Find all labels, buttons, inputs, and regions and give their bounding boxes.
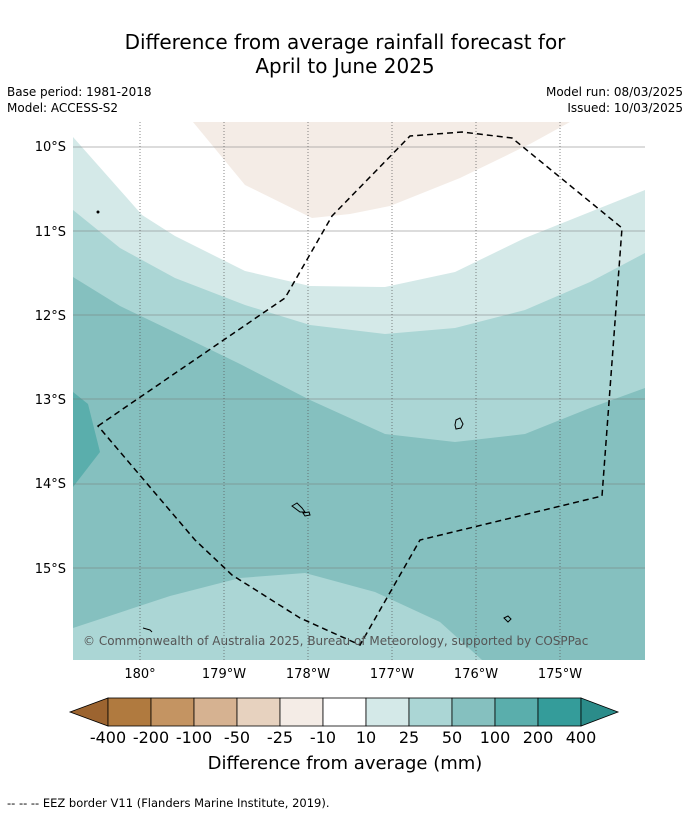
island-east [454, 417, 464, 430]
colorbar-segment [537, 697, 582, 727]
colorbar-segment [494, 697, 539, 727]
meta-left: Base period: 1981-2018 Model: ACCESS-S2 [7, 84, 152, 116]
colorbar-segment [322, 697, 367, 727]
colorbar-extend-low [68, 697, 109, 727]
island-southwest [142, 627, 153, 633]
lat-label: 12°S [35, 309, 66, 324]
colorbar-label: -100 [175, 728, 213, 747]
colorbar-label: 400 [565, 728, 597, 747]
issued-date: Issued: 10/03/2025 [567, 101, 683, 115]
zone-100-200 [73, 392, 100, 487]
colorbar-segment [150, 697, 195, 727]
colorbar-segment [365, 697, 410, 727]
colorbar-segment [236, 697, 281, 727]
colorbar-segment [107, 697, 152, 727]
colorbar-label: -50 [223, 728, 251, 747]
lon-label: 179°W [202, 667, 246, 682]
colorbar-segment [279, 697, 324, 727]
copyright: © Commonwealth of Australia 2025, Bureau… [83, 634, 588, 648]
lon-label: 176°W [454, 667, 498, 682]
base-period: Base period: 1981-2018 [7, 85, 152, 99]
lat-label: 13°S [35, 393, 66, 408]
islands [96, 210, 512, 633]
map-title: Difference from average rainfall forecas… [0, 30, 690, 78]
colorbar-label: -10 [309, 728, 337, 747]
lon-label: 178°W [286, 667, 330, 682]
island-north-dot [96, 210, 100, 214]
colorbar-extend-high [580, 697, 620, 727]
lat-label: 15°S [35, 562, 66, 577]
title-line-2: April to June 2025 [255, 54, 435, 78]
lat-label: 10°S [35, 140, 66, 155]
zone-25-50-south [73, 573, 482, 660]
colorbar-label: -200 [132, 728, 170, 747]
island-southeast [503, 615, 512, 623]
meta-right: Model run: 08/03/2025 Issued: 10/03/2025 [546, 84, 683, 116]
island-central [291, 502, 306, 513]
model-run: Model run: 08/03/2025 [545, 85, 683, 99]
lat-gridlines [73, 146, 645, 569]
colorbar-label: 10 [355, 728, 377, 747]
title-line-1: Difference from average rainfall forecas… [124, 30, 566, 54]
eez-border [96, 131, 623, 646]
colorbar-segment [408, 697, 453, 727]
lat-label: 14°S [35, 477, 66, 492]
colorbar-label: 25 [398, 728, 420, 747]
model-name: Model: ACCESS-S2 [7, 101, 119, 115]
colorbar-label: 100 [479, 728, 511, 747]
lat-label: 11°S [35, 225, 66, 240]
lon-label: 177°W [370, 667, 414, 682]
map-area [73, 122, 645, 660]
eez-legend: -- -- -- EEZ border V11 (Flanders Marine… [7, 796, 330, 810]
colorbar-label: 200 [522, 728, 554, 747]
colorbar-label: 50 [441, 728, 463, 747]
lon-label: 175°W [538, 667, 582, 682]
colorbar [68, 697, 620, 727]
colorbar-segment [193, 697, 238, 727]
colorbar-label: -25 [266, 728, 294, 747]
lat-labels: 10°S 11°S 12°S 13°S 14°S 15°S [35, 140, 66, 577]
island-central-small [302, 511, 311, 517]
lon-label: 180° [124, 667, 155, 682]
colorbar-segment [451, 697, 496, 727]
colorbar-label: -400 [89, 728, 127, 747]
colorbar-title: Difference from average (mm) [207, 753, 483, 774]
lon-labels: 180° 179°W 178°W 177°W 176°W 175°W [124, 667, 582, 682]
